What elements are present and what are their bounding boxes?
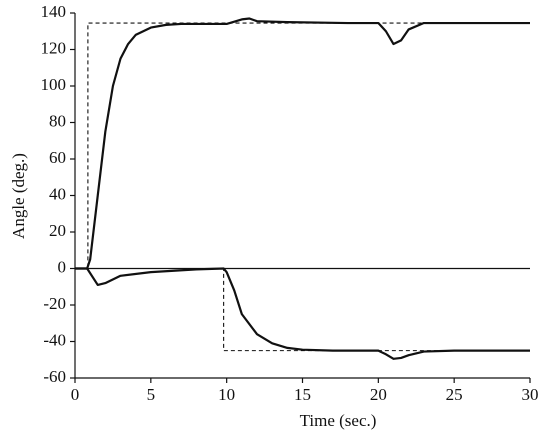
y-tick-label: 80	[49, 111, 66, 130]
x-tick-label: 5	[147, 385, 156, 404]
reference-line	[75, 267, 530, 352]
x-tick-label: 20	[370, 385, 387, 404]
y-tick-label: 20	[49, 221, 66, 240]
y-tick-label: 60	[49, 148, 66, 167]
x-tick-label: 25	[446, 385, 463, 404]
x-tick-label: 0	[71, 385, 80, 404]
y-tick-label: 140	[41, 2, 67, 21]
response-line	[75, 267, 530, 360]
y-tick-label: -60	[43, 367, 66, 386]
reference-line	[75, 22, 530, 270]
y-tick-label: -40	[43, 330, 66, 349]
y-tick-label: 120	[41, 38, 67, 57]
x-tick-label: 10	[218, 385, 235, 404]
y-tick-label: 40	[49, 184, 66, 203]
y-tick-label: -20	[43, 294, 66, 313]
y-tick-label: 100	[41, 75, 67, 94]
x-tick-label: 15	[294, 385, 311, 404]
x-axis-label: Time (sec.)	[300, 411, 377, 430]
y-axis-label: Angle (deg.)	[9, 153, 28, 239]
x-tick-label: 30	[522, 385, 539, 404]
y-tick-label: 0	[58, 257, 67, 276]
response-line	[75, 17, 530, 270]
